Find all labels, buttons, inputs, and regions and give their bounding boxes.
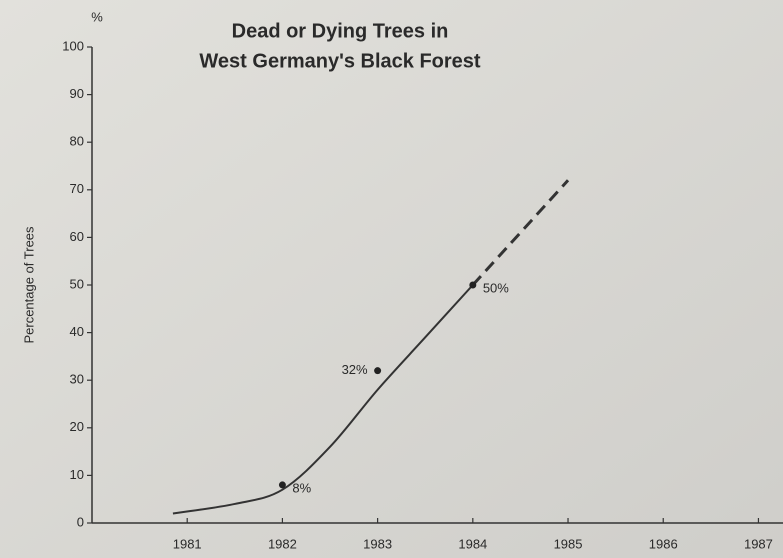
y-tick-label: 60 <box>70 229 84 244</box>
data-label: 50% <box>483 280 509 295</box>
chart-title: Dead or Dying Trees in <box>232 20 449 42</box>
y-tick-label: 100 <box>62 38 84 53</box>
y-tick-label: 40 <box>70 324 84 339</box>
x-tick-label: 1986 <box>649 536 678 551</box>
y-tick-label: 70 <box>70 181 84 196</box>
data-label: 32% <box>342 362 368 377</box>
y-tick-label: 30 <box>70 372 84 387</box>
y-tick-label: 50 <box>70 276 84 291</box>
chart-title: West Germany's Black Forest <box>199 50 481 72</box>
x-tick-label: 1987 <box>744 536 773 551</box>
y-tick-label: 90 <box>70 86 84 101</box>
x-tick-label: 1981 <box>173 536 202 551</box>
trend-line <box>471 179 570 287</box>
y-tick-label: 20 <box>70 419 84 434</box>
data-point <box>278 481 286 489</box>
data-label: 8% <box>292 480 311 495</box>
x-tick-label: 1983 <box>363 536 392 551</box>
x-tick-label: 1984 <box>458 536 487 551</box>
trend-line <box>172 284 474 515</box>
x-tick-label: 1985 <box>554 536 583 551</box>
y-axis-label: Percentage of Trees <box>21 226 36 344</box>
data-point <box>469 281 477 289</box>
y-tick-label: 10 <box>70 467 84 482</box>
y-tick-label: 80 <box>70 134 84 149</box>
y-unit: % <box>91 9 103 24</box>
x-tick-label: 1982 <box>268 536 297 551</box>
y-tick-label: 0 <box>77 514 84 529</box>
data-point <box>374 367 382 375</box>
